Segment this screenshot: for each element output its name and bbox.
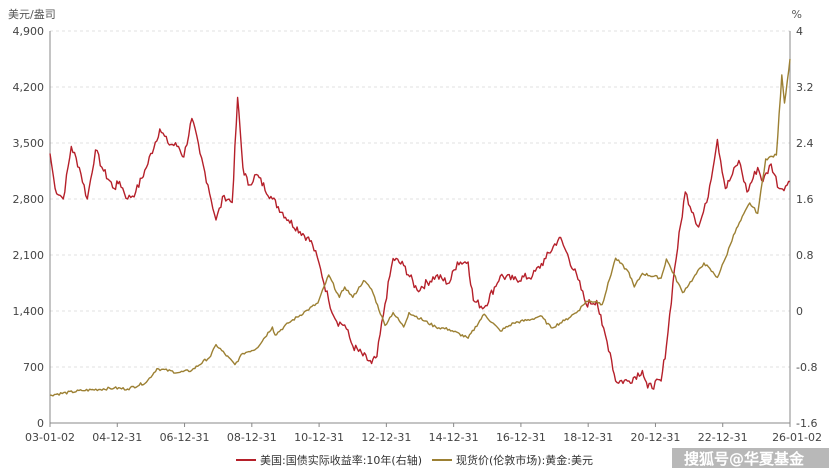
left-tick-label: 0 — [37, 417, 44, 430]
series-line-real-yield — [49, 96, 791, 390]
x-tick-label: 22-12-31 — [698, 431, 748, 444]
right-tick-label: 2.4 — [796, 137, 814, 150]
legend: 美国:国债实际收益率:10年(右轴) 现货价(伦敦市场):黄金:美元 — [236, 453, 593, 467]
watermark: 搜狐号@华夏基金 — [672, 448, 829, 468]
x-tick-label: 10-12-31 — [294, 431, 344, 444]
x-tick-label: 18-12-31 — [563, 431, 613, 444]
left-tick-label: 2,800 — [13, 193, 45, 206]
series-layer — [49, 58, 791, 397]
series-line-gold-price — [49, 58, 791, 397]
x-tick-label: 12-12-31 — [361, 431, 411, 444]
left-tick-label: 2,100 — [13, 249, 45, 262]
watermark-text: 搜狐号@华夏基金 — [684, 450, 805, 468]
left-tick-label: 700 — [23, 361, 44, 374]
right-tick-label: -0.8 — [796, 361, 817, 374]
axes: 0 700 1,400 2,100 2,800 3,500 4,200 4,900 -1.6 -0… — [13, 25, 823, 444]
right-unit-label: % — [792, 8, 802, 21]
left-tick-label: 4,200 — [13, 81, 45, 94]
x-tick-label: 14-12-31 — [429, 431, 479, 444]
right-tick-label: 0.8 — [796, 249, 814, 262]
left-tick-label: 1,400 — [13, 305, 45, 318]
right-tick-label: 3.2 — [796, 81, 814, 94]
left-unit-label: 美元/盎司 — [8, 7, 56, 21]
x-tick-label: 16-12-31 — [496, 431, 546, 444]
x-tick-label: 26-01-02 — [772, 431, 822, 444]
x-tick-label: 06-12-31 — [160, 431, 210, 444]
x-tick-label: 03-01-02 — [25, 431, 75, 444]
x-tick-label: 04-12-31 — [92, 431, 142, 444]
right-tick-label: -1.6 — [796, 417, 817, 430]
legend-label-real-yield: 美国:国债实际收益率:10年(右轴) — [260, 453, 422, 467]
right-tick-label: 0 — [796, 305, 803, 318]
x-tick-label: 20-12-31 — [630, 431, 680, 444]
legend-label-gold-price: 现货价(伦敦市场):黄金:美元 — [456, 453, 593, 467]
x-tick-label: 08-12-31 — [227, 431, 277, 444]
watermark-bg — [672, 448, 829, 468]
right-tick-label: 4 — [796, 25, 803, 38]
right-tick-label: 1.6 — [796, 193, 814, 206]
left-tick-label: 4,900 — [13, 25, 45, 38]
left-tick-label: 3,500 — [13, 137, 45, 150]
